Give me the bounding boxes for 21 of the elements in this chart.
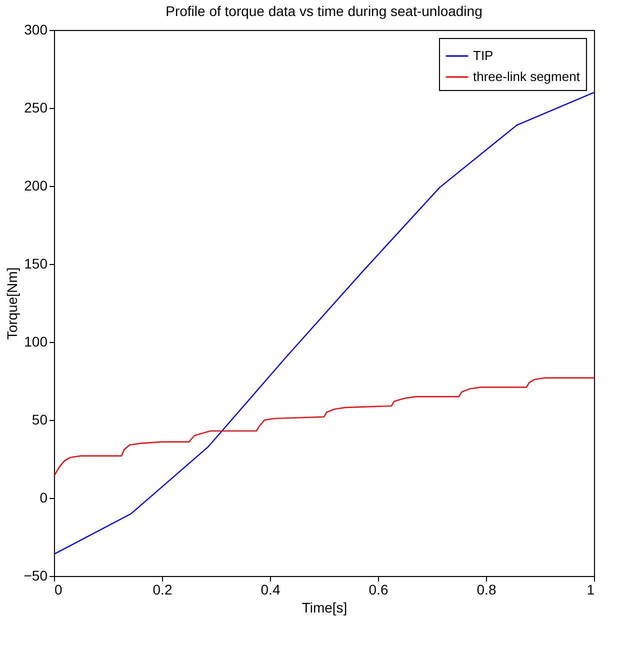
legend-label: three-link segment [473,69,580,84]
y-tick-label: 50 [32,412,48,428]
x-axis-title: Time[s] [302,600,348,616]
y-tick-label: −50 [24,568,48,584]
x-tick-label: 0.2 [152,582,172,598]
x-tick-label: 0.6 [368,582,388,598]
y-tick-label: 200 [24,178,48,194]
y-axis-title: Torque[Nm] [4,267,20,340]
y-tick-label: 250 [24,100,48,116]
line-series [53,377,595,477]
x-tick-label: 0 [54,582,62,598]
legend-label: TIP [473,48,494,63]
y-tick-label: 100 [24,334,48,350]
x-tick-label: 0.4 [260,582,280,598]
y-tick-label: 0 [40,490,48,506]
y-tick-label: 300 [24,22,48,38]
x-tick-label: 1 [586,582,595,598]
line-series [53,92,595,555]
chart-title: Profile of torque data vs time during seat-unloading [166,3,482,19]
y-tick-label: 150 [24,256,48,272]
x-tick-label: 0.8 [476,582,496,598]
